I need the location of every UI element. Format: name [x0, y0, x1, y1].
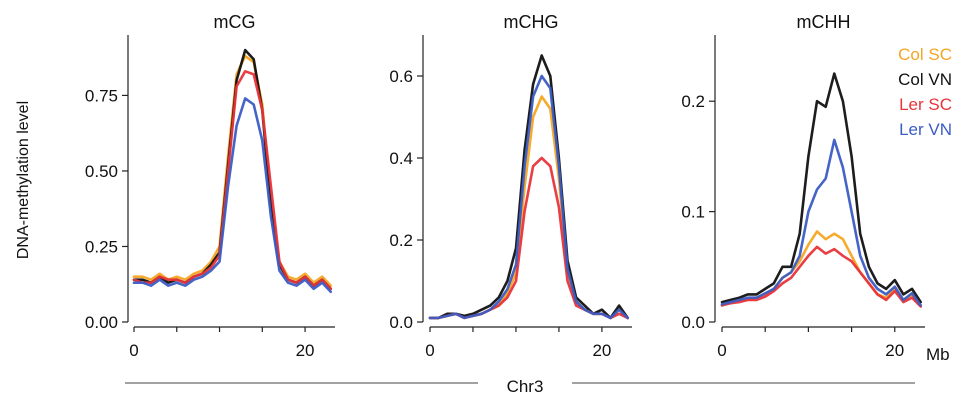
- y-axis-label: DNA-methylation level: [15, 101, 32, 259]
- y-tick-label: 0.2: [681, 92, 705, 111]
- series-line-ler-vn: [428, 74, 630, 320]
- x-tick-label: 20: [592, 341, 611, 360]
- y-tick-label: 0.2: [389, 231, 413, 250]
- legend-entry-col-vn: Col VN: [898, 70, 952, 89]
- x-tick-label: 20: [885, 341, 904, 360]
- panel-mcg: mCG 0.00 0.25 0.50 0.75 0 20: [85, 12, 335, 360]
- series-line-col-sc: [132, 54, 333, 288]
- y-tick-label: 0.75: [85, 86, 118, 105]
- y-tick-label: 0.6: [389, 67, 413, 86]
- series-line-ler-sc: [428, 156, 630, 320]
- x-axis-label: Chr3: [507, 377, 544, 396]
- x-tick-label: 0: [425, 341, 434, 360]
- series-line-col-vn: [132, 48, 333, 291]
- y-tick-label: 0.1: [681, 203, 705, 222]
- series-line-ler-sc: [720, 245, 923, 308]
- series-line-ler-sc: [132, 70, 333, 291]
- y-tick-label: 0.25: [85, 237, 118, 256]
- y-tick-label: 0.50: [85, 162, 118, 181]
- y-tick-label: 0.00: [85, 313, 118, 332]
- legend-entry-col-sc: Col SC: [898, 45, 952, 64]
- series-line-ler-vn: [720, 138, 923, 307]
- panel-mchg: mCHG 0.0 0.2 0.4 0.6 0 20: [389, 12, 632, 360]
- x-tick-label: 0: [129, 341, 138, 360]
- legend-entry-ler-vn: Ler VN: [899, 120, 952, 139]
- y-tick-label: 0.0: [389, 313, 413, 332]
- legend-entry-ler-sc: Ler SC: [899, 95, 952, 114]
- y-tick-label: 0.4: [389, 149, 413, 168]
- panel-title: mCHH: [797, 12, 851, 32]
- x-tick-label: 20: [296, 341, 315, 360]
- y-tick-label: 0.0: [681, 313, 705, 332]
- series-line-ler-vn: [132, 97, 333, 294]
- panel-mchh: mCHH 0.0 0.1 0.2 0 20: [681, 12, 925, 360]
- x-unit-label: Mb: [926, 345, 950, 364]
- panel-title: mCG: [214, 12, 256, 32]
- series-line-col-vn: [720, 72, 923, 304]
- x-tick-label: 0: [717, 341, 726, 360]
- legend: Col SC Col VN Ler SC Ler VN: [898, 45, 952, 139]
- panel-title: mCHG: [504, 12, 559, 32]
